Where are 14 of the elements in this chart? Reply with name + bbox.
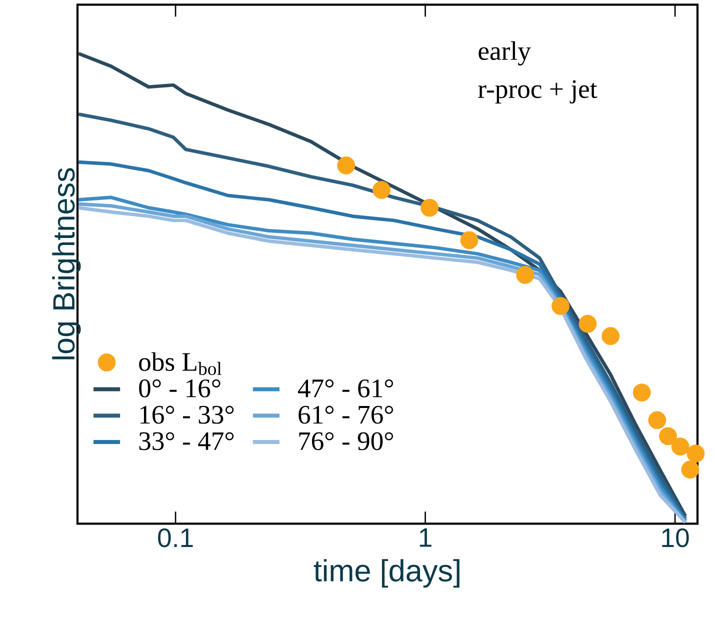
legend-label: 16° - 33° (140, 406, 234, 424)
legend-label: 0° - 16° (139, 380, 220, 398)
legend-label: 47° - 61° (298, 380, 394, 398)
y-axis-title: log Brightness (52, 168, 81, 360)
x-tick-label: 10 (662, 528, 689, 548)
x-tick-label: 1 (420, 528, 432, 547)
legend-label: 33° - 47° (139, 432, 234, 450)
legend-label: 76° - 90° (299, 432, 394, 450)
x-tick-label: 0.1 (158, 528, 193, 548)
legend-label: 61° - 76° (298, 406, 394, 424)
annotation: r-proc + jet (478, 80, 598, 104)
x-axis-title: time [days] (314, 559, 460, 588)
legend-label: obs L$_{bol}$ (139, 352, 222, 376)
annotation: early (478, 41, 531, 66)
